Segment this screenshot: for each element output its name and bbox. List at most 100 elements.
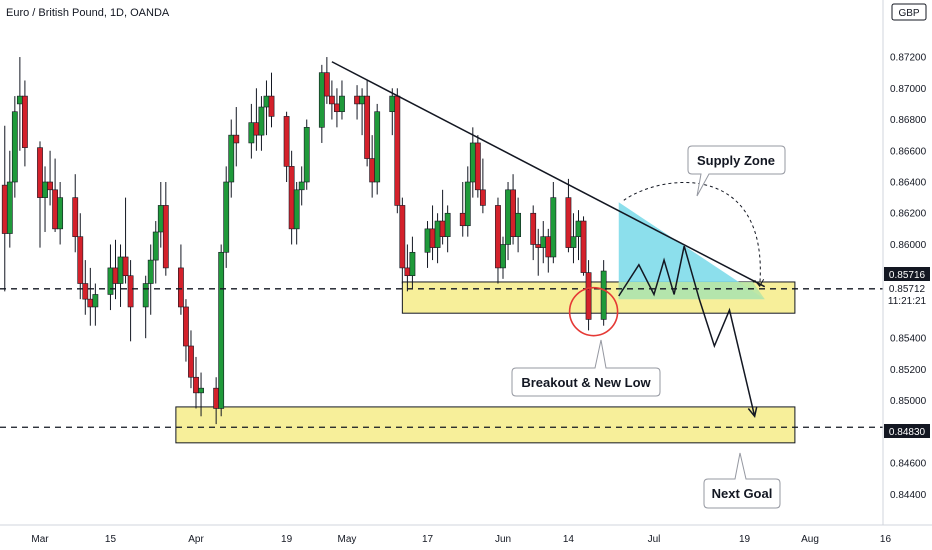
candle-body <box>127 275 134 308</box>
x-tick-label: 15 <box>105 534 117 545</box>
candles-layer <box>1 57 607 425</box>
candle-body <box>565 197 572 248</box>
candle-body <box>359 95 365 105</box>
candle-body <box>213 387 220 409</box>
candle-body <box>439 220 446 237</box>
y-tick-label: 0.86000 <box>890 240 927 251</box>
candle-body <box>178 267 184 308</box>
candle-body <box>77 236 84 284</box>
candle-body <box>183 306 189 347</box>
candle-body <box>283 116 290 167</box>
breakout-circle <box>568 286 619 337</box>
svg-text:0.84830: 0.84830 <box>889 427 926 438</box>
candle-body <box>404 267 411 277</box>
candle-body <box>193 376 199 394</box>
candle-body <box>293 189 300 230</box>
candle-body <box>188 345 194 378</box>
candle-body <box>117 256 124 284</box>
lower-zone <box>175 406 796 444</box>
supply-triangle-layer <box>618 202 765 300</box>
candle-body <box>152 231 159 261</box>
candle-body <box>474 142 481 191</box>
y-tick-label: 0.85000 <box>890 396 927 407</box>
candle-body <box>369 158 376 183</box>
x-tick-label: 19 <box>739 534 751 545</box>
projection-path <box>618 245 756 417</box>
candle-body <box>318 72 325 128</box>
candle-body <box>303 127 310 183</box>
candle-body <box>459 212 466 227</box>
candle-body <box>268 95 275 117</box>
x-tick-label: Apr <box>188 534 204 545</box>
candle-body <box>87 298 94 308</box>
x-tick-label: Jul <box>648 534 661 545</box>
candle-body <box>429 228 436 248</box>
candle-body <box>22 95 28 148</box>
svg-text:Breakout & New Low: Breakout & New Low <box>521 375 651 390</box>
x-tick-label: May <box>338 534 357 545</box>
candle-body <box>580 220 587 273</box>
x-tick-label: Mar <box>31 534 49 545</box>
candle-body <box>253 122 260 136</box>
candle-body <box>389 95 396 113</box>
resistance-trendline <box>331 61 766 288</box>
candle-body <box>464 181 471 227</box>
x-tick-label: 14 <box>563 534 575 545</box>
candle-body <box>47 181 53 191</box>
candle-body <box>42 181 48 198</box>
y-tick-label: 0.85400 <box>890 334 927 345</box>
time-axis[interactable]: Mar 15 Apr 19 May 17 Jun 14 Jul 19 Aug 16 <box>31 534 891 545</box>
target-price-label: 0.84830 <box>884 424 930 438</box>
y-tick-label: 0.86200 <box>890 209 927 220</box>
candle-body <box>157 205 164 233</box>
candle-body <box>585 272 592 320</box>
y-tick-label: 0.84400 <box>890 490 927 501</box>
candle-body <box>479 189 486 206</box>
candle-body <box>112 267 119 284</box>
candle-body <box>107 267 114 295</box>
candle-body <box>575 220 582 237</box>
candle-body <box>328 95 335 105</box>
candle-body <box>57 197 64 230</box>
y-tick-label: 0.86600 <box>890 146 927 157</box>
candle-body <box>334 103 340 113</box>
candle-body <box>288 166 295 230</box>
candle-body <box>424 228 431 253</box>
candle-body <box>444 212 451 237</box>
candle-body <box>540 236 547 248</box>
candle-body <box>233 134 240 144</box>
candle-body <box>198 387 204 394</box>
overlay-layer <box>0 61 883 428</box>
candle-body <box>298 181 305 191</box>
candle-body <box>52 189 58 230</box>
candle-body <box>535 244 542 248</box>
candle-body <box>545 236 552 258</box>
candle-body <box>92 294 99 308</box>
candle-body <box>323 72 330 97</box>
candle-body <box>354 95 360 105</box>
y-tick-label: 0.87000 <box>890 84 927 95</box>
candle-body <box>394 95 401 206</box>
candle-body <box>6 181 13 234</box>
next-goal-callout: Next Goal <box>703 452 781 509</box>
y-tick-label: 0.86800 <box>890 115 927 126</box>
current-price-label: 0.85716 <box>884 267 930 281</box>
candle-body <box>510 189 516 237</box>
x-tick-label: 17 <box>422 534 434 545</box>
supply-arc <box>623 181 761 287</box>
candle-body <box>495 205 501 269</box>
candle-body <box>263 95 270 108</box>
chart-title: Euro / British Pound, 1D, OANDA <box>6 7 170 19</box>
candle-body <box>469 142 476 183</box>
candle-body <box>147 259 154 284</box>
candle-body <box>600 270 607 320</box>
svg-text:11:21:21: 11:21:21 <box>888 296 927 307</box>
supply-triangle-overlap <box>618 281 765 300</box>
y-tick-label: 0.85200 <box>890 365 927 376</box>
breakout-callout: Breakout & New Low <box>511 339 661 397</box>
currency-badge: GBP <box>891 3 927 21</box>
candle-body <box>16 95 23 105</box>
svg-text:Next Goal: Next Goal <box>712 486 773 501</box>
